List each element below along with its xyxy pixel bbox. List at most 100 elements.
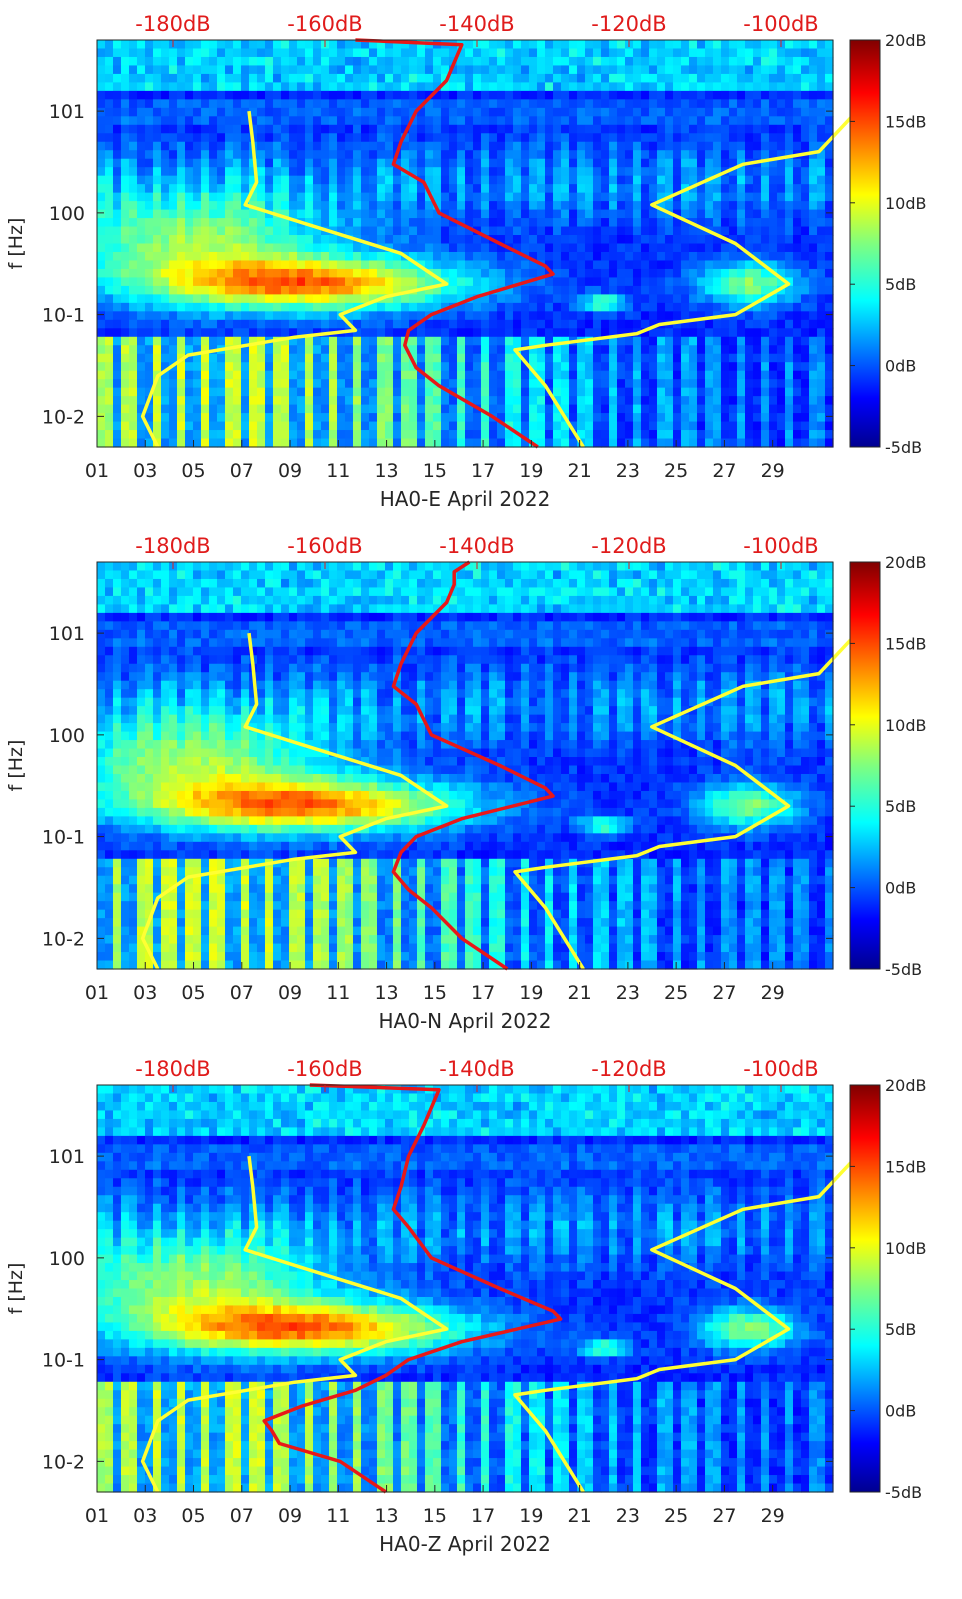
heatmap-column	[825, 1085, 834, 1493]
top-axis-label: -120dB	[591, 1057, 666, 1081]
panel-3: 01 03 05 07 09 11 13 15 17 19 21 23 25 27 29 10-2 10-1 10…	[5, 1057, 927, 1556]
x-tick-label: 29	[761, 1505, 785, 1527]
x-tick-label: 27	[712, 982, 736, 1004]
heatmap-column	[313, 40, 322, 448]
heatmap-column	[545, 1085, 554, 1493]
heatmap-column	[505, 40, 514, 448]
heatmap-column	[801, 562, 810, 970]
heatmap-column	[705, 1085, 714, 1493]
heatmap-column	[593, 562, 602, 970]
heatmap-column	[97, 40, 106, 448]
heatmap-column	[793, 562, 802, 970]
heatmap-column	[113, 1085, 122, 1493]
heatmap-column	[401, 562, 410, 970]
heatmap-column	[721, 1085, 730, 1493]
heatmap-column	[249, 562, 258, 970]
x-tick-label: 09	[278, 982, 302, 1004]
heatmap-column	[737, 40, 746, 448]
heatmap-column	[785, 1085, 794, 1493]
heatmap-column	[745, 562, 754, 970]
x-tick-label: 05	[181, 982, 205, 1004]
heatmap-column	[657, 40, 666, 448]
heatmap-column	[593, 40, 602, 448]
x-tick-label: 11	[326, 460, 350, 482]
x-tick-label: 25	[664, 460, 688, 482]
heatmap-column	[225, 1085, 234, 1493]
heatmap-column	[769, 562, 778, 970]
heatmap-column	[185, 40, 194, 448]
heatmap-column	[673, 1085, 682, 1493]
heatmap-column	[425, 1085, 434, 1493]
heatmap-column	[209, 40, 218, 448]
heatmap-column	[297, 562, 306, 970]
heatmap-column	[121, 40, 130, 448]
colorbar-tick-label: -5dB	[885, 438, 922, 457]
heatmap-column	[353, 562, 362, 970]
heatmap-column	[305, 40, 314, 448]
heatmap-column	[361, 40, 370, 448]
heatmap-column	[729, 1085, 738, 1493]
heatmap-column	[817, 40, 826, 448]
heatmap-column	[753, 40, 762, 448]
heatmap-column	[401, 1085, 410, 1493]
heatmap-column	[337, 562, 346, 970]
heatmap-column	[393, 562, 402, 970]
x-tick-label: 03	[133, 982, 157, 1004]
heatmap-column	[441, 562, 450, 970]
heatmap-column	[593, 1085, 602, 1493]
x-tick-label: 21	[568, 460, 592, 482]
panel-1-ticks: 01 03 05 07 09 11 13 15 17 19 21 23 25 27 29 10-2 10-1 10…	[42, 12, 833, 482]
heatmap-column	[689, 40, 698, 448]
top-axis-label: -140dB	[439, 1057, 514, 1081]
heatmap-column	[569, 562, 578, 970]
heatmap-column	[617, 40, 626, 448]
heatmap-column	[777, 562, 786, 970]
panel-2-frame	[96, 561, 834, 970]
heatmap-column	[609, 1085, 618, 1493]
heatmap-column	[201, 40, 210, 448]
heatmap-column	[377, 562, 386, 970]
heatmap-column	[785, 562, 794, 970]
x-tick-label: 23	[616, 460, 640, 482]
panel-2-ylabel: f [Hz]	[5, 740, 27, 792]
heatmap-column	[225, 562, 234, 970]
x-tick-label: 07	[230, 460, 254, 482]
panel-3-ylabel: f [Hz]	[5, 1263, 27, 1315]
heatmap-column	[817, 562, 826, 970]
x-tick-label: 29	[761, 460, 785, 482]
heatmap-column	[105, 562, 114, 970]
panel-2-curves	[140, 560, 859, 971]
colorbar-tick-label: 20dB	[885, 1076, 927, 1095]
heatmap-column	[809, 562, 818, 970]
y-tick-label: 10-2	[42, 928, 85, 950]
heatmap-column	[745, 1085, 754, 1493]
heatmap-column	[801, 1085, 810, 1493]
heatmap-column	[705, 562, 714, 970]
heatmap-column	[537, 40, 546, 448]
heatmap-column	[489, 40, 498, 448]
heatmap-column	[793, 1085, 802, 1493]
heatmap-column	[721, 562, 730, 970]
y-tick-label: 10-1	[42, 1350, 85, 1372]
heatmap-column	[585, 40, 594, 448]
heatmap-column	[737, 562, 746, 970]
x-tick-label: 05	[181, 1505, 205, 1527]
low-noise-model-curve	[140, 110, 449, 448]
heatmap-column	[385, 1085, 394, 1493]
high-noise-model-curve	[513, 631, 859, 970]
heatmap-column	[217, 1085, 226, 1493]
colorbar-tick-label: 10dB	[885, 716, 927, 735]
heatmap-column	[193, 40, 202, 448]
heatmap-column	[681, 40, 690, 448]
top-axis-label: -140dB	[439, 12, 514, 36]
heatmap-column	[233, 562, 242, 970]
heatmap-column	[513, 562, 522, 970]
top-axis-label: -120dB	[591, 534, 666, 558]
heatmap-column	[529, 40, 538, 448]
colorbar-tick-label: 5dB	[885, 275, 916, 294]
heatmap-column	[121, 562, 130, 970]
y-tick-label: 101	[49, 623, 85, 645]
heatmap-column	[705, 40, 714, 448]
heatmap-column	[457, 562, 466, 970]
panel-2-heatmap	[97, 562, 834, 970]
